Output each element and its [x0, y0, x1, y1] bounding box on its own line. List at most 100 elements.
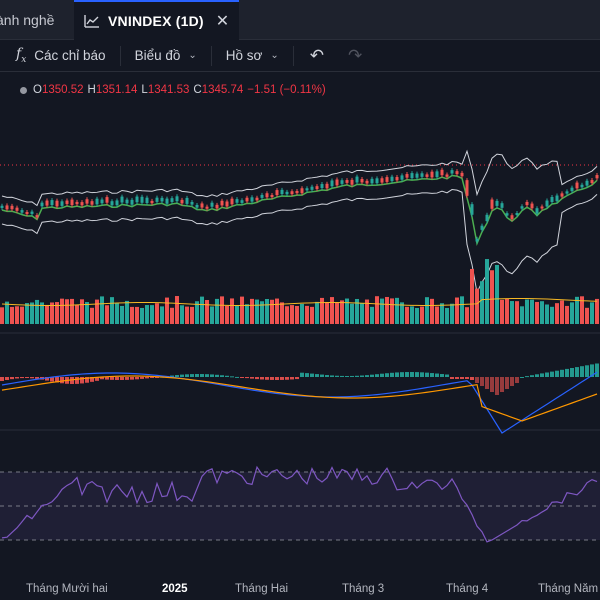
candle-body	[590, 180, 594, 184]
candle-body	[5, 205, 9, 210]
tab-vnindex[interactable]: VNINDEX (1D) ✕	[74, 0, 240, 40]
macd-histogram-bar	[410, 372, 414, 377]
chart-type-button[interactable]: Biểu đồ ⌄	[125, 40, 207, 72]
candle-body	[205, 206, 209, 209]
volume-bar	[205, 300, 209, 324]
macd-histogram-bar	[525, 376, 529, 378]
candle-body	[335, 179, 339, 186]
volume-bar	[120, 305, 124, 324]
candle-body	[340, 180, 344, 184]
candle-body	[0, 205, 4, 208]
macd-histogram-bar	[455, 377, 459, 379]
chart-canvas[interactable]	[0, 100, 600, 578]
volume-bar	[430, 298, 434, 324]
volume-bar	[285, 306, 289, 324]
volume-bar	[500, 299, 504, 324]
volume-bar	[580, 296, 584, 324]
macd-histogram-bar	[355, 375, 359, 377]
candle-body	[435, 171, 439, 178]
volume-bar	[30, 302, 34, 324]
macd-histogram-bar	[90, 377, 94, 382]
volume-bar	[510, 301, 514, 324]
macd-histogram-bar	[385, 373, 389, 377]
volume-bar	[295, 305, 299, 324]
candle-body	[245, 197, 249, 202]
candle-body	[450, 170, 454, 174]
volume-bar	[185, 306, 189, 324]
volume-bar	[245, 304, 249, 324]
candle-body	[420, 173, 424, 177]
candle-body	[90, 201, 94, 205]
volume-bar	[385, 296, 389, 324]
volume-bar	[0, 307, 4, 324]
volume-bar	[145, 305, 149, 324]
bollinger-lower-line	[1, 189, 598, 295]
macd-histogram-bar	[30, 377, 34, 379]
volume-bar	[190, 306, 194, 324]
volume-bar	[55, 302, 59, 324]
macd-histogram-bar	[230, 376, 234, 378]
candle-body	[30, 211, 34, 214]
macd-histogram-bar	[0, 377, 4, 381]
macd-histogram-bar	[365, 375, 369, 377]
macd-histogram-bar	[575, 367, 579, 377]
volume-bar	[290, 305, 294, 324]
candle-body	[280, 189, 284, 195]
candle-body	[445, 174, 449, 177]
x-tick-label: Tháng Năm	[538, 583, 599, 595]
macd-histogram-bar	[530, 375, 534, 377]
chevron-down-icon: ⌄	[188, 50, 197, 61]
volume-bar	[215, 298, 219, 324]
macd-histogram-bar	[35, 377, 39, 379]
volume-bar	[175, 296, 179, 324]
volume-bar	[375, 296, 379, 324]
candle-body	[235, 199, 239, 203]
macd-histogram-bar	[390, 372, 394, 377]
profile-label: Hồ sơ	[225, 48, 263, 63]
profile-button[interactable]: Hồ sơ ⌄	[216, 40, 289, 72]
indicators-button[interactable]: fx Các chỉ báo	[0, 40, 116, 72]
candle-body	[580, 184, 584, 188]
rsi-line	[1, 465, 598, 543]
tab-industry[interactable]: ành nghề	[0, 0, 54, 40]
volume-bar	[540, 301, 544, 324]
candle-body	[45, 200, 49, 206]
candle-body	[255, 197, 259, 201]
candle-body	[300, 188, 304, 194]
macd-histogram-bar	[50, 377, 54, 382]
undo-icon[interactable]: ↶	[309, 45, 325, 65]
volume-bar	[275, 298, 279, 324]
volume-bar	[570, 302, 574, 324]
volume-bar	[505, 298, 509, 324]
candle-body	[505, 213, 509, 216]
macd-histogram-bar	[520, 377, 524, 378]
high-label: H	[87, 84, 96, 96]
macd-signal-line	[1, 375, 598, 422]
ohlc-legend: O 1350.52 H 1351.14 L 1341.53 C 1345.74 …	[20, 84, 330, 96]
candle-body	[135, 196, 139, 203]
volume-bar	[490, 270, 494, 324]
volume-bar	[300, 303, 304, 324]
candle-body	[525, 201, 529, 206]
macd-histogram-bar	[480, 377, 484, 386]
toolbar-divider	[292, 45, 294, 66]
candle-body	[465, 180, 469, 196]
candle-body	[380, 178, 384, 183]
macd-histogram-bar	[425, 372, 429, 377]
candle-body	[240, 200, 244, 203]
volume-bar	[330, 297, 334, 324]
redo-icon[interactable]: ↷	[348, 45, 363, 65]
volume-bar	[235, 305, 239, 324]
candle-body	[520, 206, 524, 209]
candle-body	[160, 197, 164, 202]
macd-histogram-bar	[20, 377, 24, 379]
close-icon[interactable]: ✕	[215, 13, 230, 30]
tab-industry-label: ành nghề	[0, 12, 55, 28]
candle-body	[315, 186, 319, 190]
candle-body	[120, 196, 124, 203]
candle-body	[150, 200, 154, 204]
volume-bar	[15, 306, 19, 324]
macd-histogram-bar	[505, 377, 509, 389]
volume-bar	[485, 259, 489, 324]
visibility-dot-icon[interactable]	[20, 86, 27, 94]
